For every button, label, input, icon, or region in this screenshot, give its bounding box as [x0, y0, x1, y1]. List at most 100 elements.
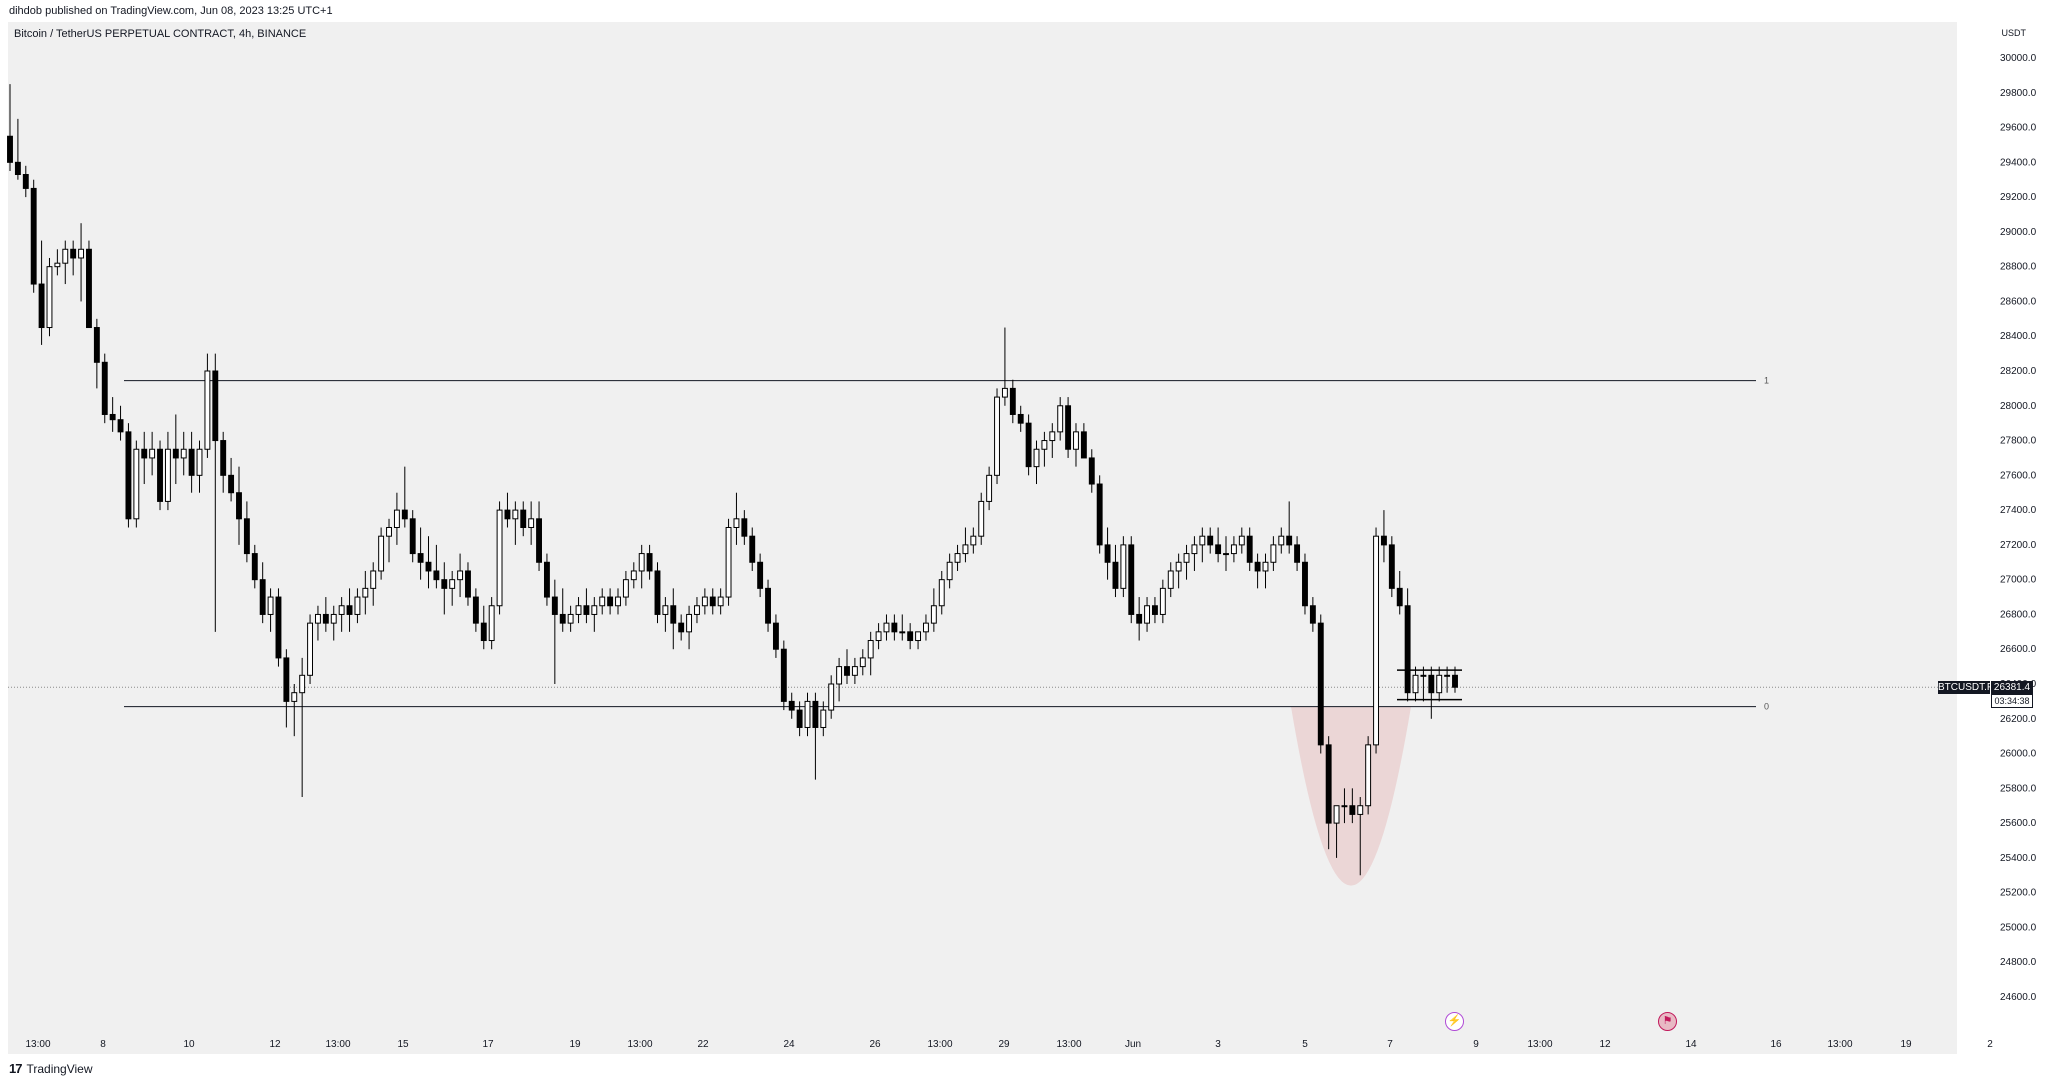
- top-bar: dihdob published on TradingView.com, Jun…: [0, 0, 2048, 22]
- candle-body: [583, 605, 590, 615]
- candle-body: [1404, 605, 1411, 694]
- candle-body: [701, 596, 708, 607]
- candle-body: [1136, 613, 1143, 624]
- time-tick-label: 16: [1770, 1039, 1782, 1050]
- time-tick-label: 15: [397, 1039, 409, 1050]
- price-tick-label: 25600.0: [2000, 818, 2037, 829]
- time-tick-label: 29: [998, 1039, 1010, 1050]
- candle-body: [749, 535, 756, 563]
- time-tick-label: 13:00: [25, 1039, 50, 1050]
- candle-body: [970, 535, 977, 546]
- candle-body: [520, 509, 527, 529]
- candle-body: [812, 700, 819, 728]
- candle-body: [101, 361, 108, 415]
- candle-body: [536, 518, 542, 563]
- candle-body: [228, 474, 235, 494]
- candle-body: [567, 613, 574, 624]
- chart-pane[interactable]: [8, 22, 1957, 1054]
- candle-body: [1191, 544, 1198, 555]
- candle-body: [1167, 570, 1174, 589]
- time-tick-label: 12: [269, 1039, 281, 1050]
- horizontal-levels-layer: 10: [124, 376, 1769, 712]
- candle-body: [496, 509, 503, 607]
- us-flag-icon[interactable]: ⚑: [1658, 1012, 1677, 1031]
- candle-body: [978, 500, 985, 537]
- price-tick-label: 26600.0: [2000, 644, 2037, 655]
- candle-body: [1309, 605, 1316, 624]
- time-tick-label: 22: [697, 1039, 709, 1050]
- candle-body: [1144, 605, 1150, 624]
- candle-body: [1380, 535, 1387, 546]
- price-tick-label: 27600.0: [2000, 470, 2037, 481]
- candle-body: [133, 448, 140, 520]
- price-zone-shape: [1291, 706, 1411, 886]
- bar-countdown: 03:34:38: [1991, 694, 2033, 708]
- candle-body: [141, 448, 148, 459]
- candle-body: [638, 553, 645, 572]
- candle-body: [1349, 805, 1356, 815]
- candle-body: [117, 419, 124, 433]
- time-tick-label: 13:00: [927, 1039, 952, 1050]
- candle-body: [1033, 448, 1040, 468]
- time-tick-label: 13:00: [325, 1039, 350, 1050]
- time-tick-label: 10: [183, 1039, 195, 1050]
- candle-body: [1357, 805, 1364, 815]
- price-tick-label: 28600.0: [2000, 296, 2037, 307]
- price-tick-label: 25000.0: [2000, 922, 2037, 933]
- tradingview-brand: TradingView: [26, 1061, 93, 1076]
- candle-body: [378, 535, 385, 572]
- candle-body: [212, 370, 219, 442]
- candle-body: [630, 570, 637, 581]
- time-tick-label: 3: [1215, 1039, 1221, 1050]
- candle-body: [251, 553, 258, 581]
- candle-body: [449, 579, 456, 589]
- lightning-bolt-icon[interactable]: ⚡: [1445, 1012, 1464, 1031]
- candle-body: [259, 579, 266, 615]
- candle-body: [1104, 544, 1111, 563]
- candle-body: [851, 666, 858, 676]
- candle-body: [1175, 561, 1182, 572]
- candle-body: [93, 327, 100, 363]
- candle-body: [591, 605, 598, 615]
- candle-body: [1088, 457, 1095, 485]
- time-tick-label: 13:00: [1527, 1039, 1552, 1050]
- candle-body: [1080, 431, 1087, 459]
- candle-body: [38, 283, 45, 329]
- candle-body: [433, 570, 440, 581]
- candle-body: [923, 622, 929, 633]
- candle-body: [457, 570, 464, 581]
- candle-body: [1159, 587, 1166, 615]
- time-tick-label: 24: [783, 1039, 795, 1050]
- candle-body: [1112, 561, 1119, 589]
- candle-body: [322, 613, 329, 624]
- candle-body: [1009, 387, 1016, 415]
- candle-body: [86, 248, 92, 329]
- candle-body: [1373, 535, 1379, 746]
- candle-body: [954, 553, 961, 563]
- candle-body: [607, 596, 614, 607]
- candle-body: [867, 640, 874, 659]
- time-tick-label: 19: [1900, 1039, 1912, 1050]
- candle-body: [1341, 805, 1348, 808]
- candle-body: [14, 161, 21, 176]
- candle-body: [907, 631, 914, 642]
- candle-body: [299, 674, 306, 694]
- time-tick-label: Jun: [1125, 1039, 1141, 1050]
- candle-body: [575, 605, 582, 615]
- candle-body: [1238, 535, 1245, 546]
- tradingview-logo[interactable]: 17 TradingView: [9, 1061, 93, 1076]
- symbol-tag: BTCUSDT.P: [1938, 681, 1994, 694]
- candle-body: [62, 248, 69, 264]
- candle-body: [662, 605, 669, 615]
- candle-body: [149, 448, 156, 459]
- candle-body: [859, 657, 866, 668]
- candle-body: [899, 631, 906, 634]
- time-tick-label: 14: [1685, 1039, 1697, 1050]
- candle-body: [1073, 431, 1079, 450]
- candle-body: [157, 448, 163, 502]
- price-zone-layer: [1291, 706, 1411, 886]
- candle-body: [346, 605, 353, 615]
- candle-body: [938, 579, 945, 607]
- candle-body: [54, 262, 61, 268]
